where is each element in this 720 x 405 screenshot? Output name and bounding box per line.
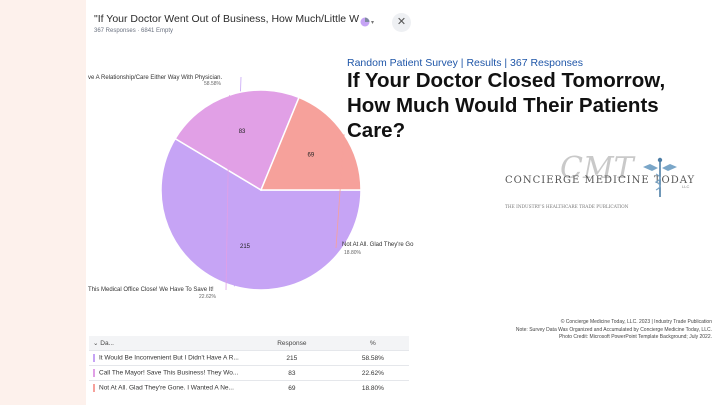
chart-card: "If Your Doctor Went Out of Business, Ho…	[86, 0, 416, 405]
slice-value-label: 215	[240, 244, 251, 250]
slice-percent-label: 18.80%	[344, 250, 362, 256]
slide-headline: If Your Doctor Closed Tomorrow, How Much…	[347, 69, 666, 142]
slice-percent-label: 22.62%	[199, 294, 217, 300]
table-cell-response: 69	[247, 380, 337, 395]
caduceus-icon	[643, 157, 677, 197]
table-cell-answer: Not At All. Glad They're Gone. I Wanted …	[89, 380, 247, 395]
card-title: "If Your Doctor Went Out of Business, Ho…	[94, 13, 359, 25]
leader-line	[225, 95, 230, 291]
pie-slice[interactable]	[174, 89, 300, 192]
table-cell-percent: 58.58%	[336, 350, 409, 366]
footer-line: © Concierge Medicine Today, LLC. 2023 | …	[560, 319, 712, 325]
slice-value-label: 69	[307, 153, 314, 159]
column-header-answer[interactable]: ⌄ Da...	[89, 336, 247, 351]
table-cell-response: 215	[247, 350, 337, 366]
card-subtitle: 367 Responses · 6841 Empty	[94, 28, 174, 34]
footer-line: Note: Survey Data Was Organized and Accu…	[515, 326, 712, 333]
slide-footer: © Concierge Medicine Today, LLC. 2023 | …	[412, 319, 712, 342]
slice-value-label: 83	[239, 129, 246, 135]
table-row: Not At All. Glad They're Gone. I Wanted …	[89, 380, 409, 395]
survey-kicker: Random Patient Survey | Results | 367 Re…	[347, 57, 583, 69]
answer-label: Not At All. Glad They're Gone. I Wanted …	[99, 384, 234, 392]
table-cell-percent: 18.80%	[336, 380, 409, 395]
slice-percent-label: 58.58%	[204, 81, 222, 87]
pie-chart-icon[interactable]	[360, 17, 370, 27]
slice-category-label: ve A Relationship/Care Either Way With P…	[88, 75, 223, 81]
slice-category-label: Not At All. Glad They're Go	[342, 242, 414, 248]
column-header-percent[interactable]: %	[336, 336, 409, 351]
footer-line: Photo Credit: Microsoft PowerPoint Templ…	[558, 334, 712, 340]
table-cell-percent: 22.62%	[336, 365, 409, 381]
table-row: Call The Mayor! Save This Business! They…	[89, 365, 409, 381]
close-button[interactable]: ✕	[392, 13, 411, 32]
slide-left-band	[0, 0, 86, 405]
chevron-down-icon[interactable]: ▾	[371, 20, 375, 26]
answer-label: It Would Be Inconvenient But I Didn't Ha…	[99, 354, 239, 362]
leader-line	[335, 134, 345, 249]
table-row: It Would Be Inconvenient But I Didn't Ha…	[89, 350, 409, 366]
logo-tagline: THE INDUSTRY'S HEALTHCARE TRADE PUBLICAT…	[505, 205, 629, 210]
table-header-row: ⌄ Da... Response %	[89, 336, 409, 351]
table-cell-response: 83	[247, 365, 337, 381]
response-table: ⌄ Da... Response % It Would Be Inconveni…	[89, 336, 409, 395]
column-header-label: Da...	[100, 340, 114, 347]
table-cell-answer: It Would Be Inconvenient But I Didn't Ha…	[89, 350, 247, 366]
logo-monogram: CMT	[560, 151, 636, 186]
column-header-response[interactable]: Response	[247, 336, 337, 351]
series-swatch	[93, 384, 95, 392]
answer-label: Call The Mayor! Save This Business! They…	[99, 369, 239, 377]
table-cell-answer: Call The Mayor! Save This Business! They…	[89, 365, 247, 381]
series-swatch	[93, 369, 95, 377]
pie-chart: 215 ve A Relationship/Care Either Way Wit…	[88, 75, 414, 300]
slice-category-label: This Medical Office Close! We Have To Sa…	[88, 287, 214, 293]
chevron-down-icon: ⌄	[93, 340, 101, 347]
series-swatch	[93, 354, 95, 362]
logo-wordmark: CONCIERGE MEDICINE TODAY	[505, 175, 695, 186]
logo-llc: LLC	[682, 184, 689, 189]
concierge-medicine-today-logo: CMT CONCIERGE MEDICINE TODAY LLC THE IND…	[505, 151, 695, 210]
